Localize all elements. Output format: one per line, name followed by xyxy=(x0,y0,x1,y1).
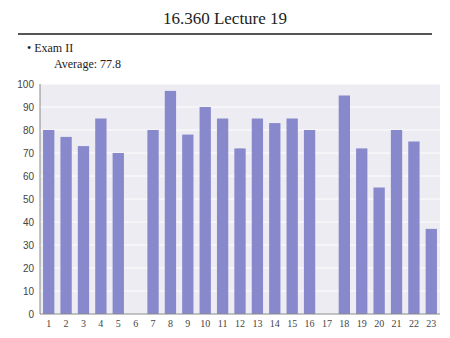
bar xyxy=(147,130,158,314)
bar xyxy=(165,91,176,314)
x-tick-label: 12 xyxy=(235,318,245,329)
x-axis xyxy=(40,314,440,315)
bar xyxy=(287,119,298,315)
bar xyxy=(339,96,350,315)
bar xyxy=(182,135,193,314)
y-tick-label: 70 xyxy=(23,148,35,159)
bar xyxy=(304,130,315,314)
x-tick-label: 4 xyxy=(98,318,103,329)
y-tick-label: 80 xyxy=(23,125,35,136)
bars xyxy=(43,91,437,314)
y-tick-label: 90 xyxy=(23,102,35,113)
bar xyxy=(43,130,54,314)
bar xyxy=(95,119,106,315)
y-axis xyxy=(40,84,41,314)
x-tick-label: 3 xyxy=(81,318,86,329)
x-tick-label: 21 xyxy=(392,318,402,329)
bar xyxy=(234,148,245,314)
chart: 16.360 Lecture 19 • Exam II Average: 77.8 0… xyxy=(0,0,450,338)
bar xyxy=(426,229,437,314)
x-tick-label: 22 xyxy=(409,318,419,329)
grid-line xyxy=(40,84,440,85)
x-tick-label: 15 xyxy=(287,318,297,329)
y-tick-label: 40 xyxy=(23,217,35,228)
bar xyxy=(252,119,263,315)
bar xyxy=(78,146,89,314)
bar xyxy=(217,119,228,315)
x-tick-label: 19 xyxy=(357,318,367,329)
annotation: • Exam II xyxy=(27,41,73,55)
bar xyxy=(373,188,384,315)
x-tick-label: 10 xyxy=(200,318,210,329)
x-tick-label: 18 xyxy=(339,318,349,329)
x-tick-label: 2 xyxy=(64,318,69,329)
x-tick-label: 23 xyxy=(426,318,436,329)
x-tick-label: 1 xyxy=(46,318,51,329)
bar xyxy=(408,142,419,315)
bar xyxy=(391,130,402,314)
separator xyxy=(18,33,432,35)
y-tick-label: 30 xyxy=(23,240,35,251)
x-tick-label: 13 xyxy=(252,318,262,329)
y-tick-label: 0 xyxy=(28,309,34,320)
x-tick-label: 14 xyxy=(270,318,280,329)
annotation: Average: 77.8 xyxy=(54,57,121,71)
x-tick-label: 11 xyxy=(218,318,228,329)
bar xyxy=(60,137,71,314)
x-tick-label: 6 xyxy=(133,318,138,329)
title: 16.360 Lecture 19 xyxy=(163,9,287,28)
y-tick-label: 60 xyxy=(23,171,35,182)
y-tick-label: 100 xyxy=(17,79,34,90)
bar xyxy=(113,153,124,314)
bar xyxy=(269,123,280,314)
plot-area xyxy=(40,84,440,314)
y-tick-label: 10 xyxy=(23,286,35,297)
bar xyxy=(200,107,211,314)
y-tick-label: 20 xyxy=(23,263,35,274)
x-tick-label: 5 xyxy=(116,318,121,329)
x-tick-label: 20 xyxy=(374,318,384,329)
x-tick-label: 8 xyxy=(168,318,173,329)
grid-line xyxy=(40,314,440,315)
chart-container: 16.360 Lecture 19 • Exam II Average: 77.8 0… xyxy=(0,0,450,338)
bar xyxy=(356,148,367,314)
x-tick-label: 16 xyxy=(305,318,315,329)
x-tick-label: 17 xyxy=(322,318,332,329)
grid-line xyxy=(40,107,440,108)
x-tick-label: 9 xyxy=(185,318,190,329)
y-tick-label: 50 xyxy=(23,194,35,205)
x-tick-label: 7 xyxy=(151,318,156,329)
